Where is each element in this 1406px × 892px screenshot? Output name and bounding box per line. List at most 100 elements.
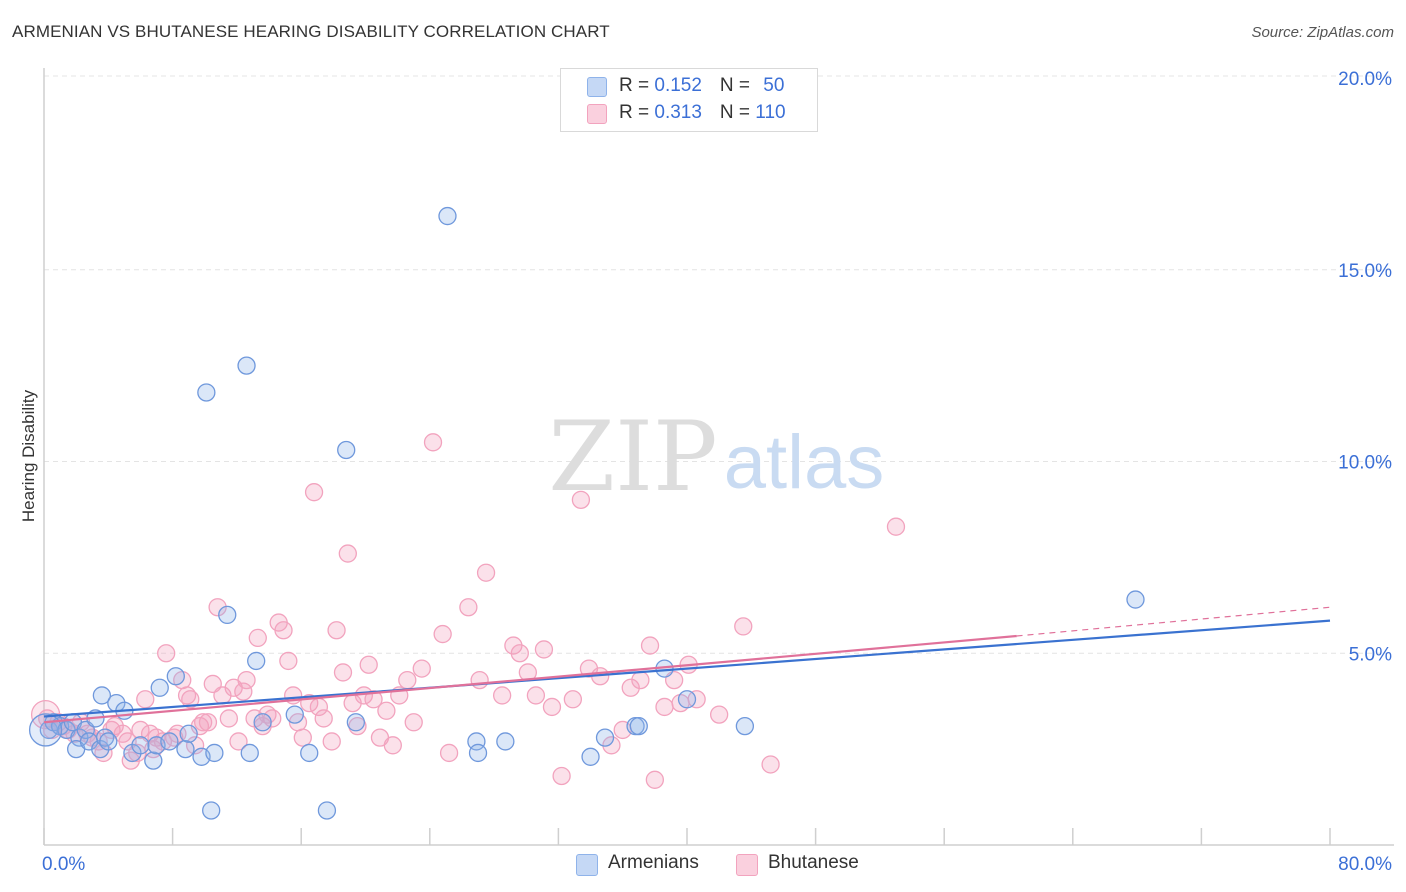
- data-point-bhutanese: [185, 736, 205, 755]
- data-point-bhutanese: [439, 743, 459, 763]
- data-point-armenians: [346, 713, 366, 732]
- bottom-legend-swatch-armenians: [576, 854, 598, 876]
- data-point-armenians: [197, 383, 216, 402]
- data-point-armenians: [629, 716, 648, 736]
- data-point-armenians: [467, 732, 486, 751]
- bottom-legend-swatch-bhutanese: [736, 854, 758, 876]
- legend-r-value-bhutanese: 0.313: [654, 102, 702, 123]
- data-point-armenians: [205, 743, 224, 763]
- data-point-bhutanese: [131, 720, 150, 740]
- data-point-bhutanese: [423, 433, 443, 452]
- legend-n-value-bhutanese: 110: [755, 102, 786, 123]
- data-point-armenians: [179, 724, 198, 743]
- trend-line-armenians: [43, 619, 1331, 718]
- data-point-armenians: [240, 743, 259, 763]
- series-bhutanese-points: [30, 433, 906, 789]
- data-point-bhutanese: [208, 598, 227, 617]
- legend-n-label: N =: [719, 102, 756, 123]
- y-tick-label: 10.0%: [1338, 453, 1392, 474]
- y-tick-label: 20.0%: [1338, 69, 1392, 90]
- data-point-armenians: [150, 678, 169, 697]
- data-point-bhutanese: [359, 655, 378, 674]
- data-point-bhutanese: [229, 732, 248, 751]
- data-point-bhutanese: [640, 636, 660, 655]
- data-point-bhutanese: [542, 697, 562, 717]
- data-point-bhutanese: [219, 709, 239, 728]
- data-point-bhutanese: [552, 766, 571, 786]
- legend-r-label: R =: [619, 102, 655, 123]
- data-point-armenians: [160, 732, 179, 751]
- data-point-armenians: [735, 716, 755, 736]
- data-point-bhutanese: [364, 690, 383, 709]
- y-tick-label: 15.0%: [1338, 261, 1392, 282]
- data-point-armenians: [677, 690, 697, 709]
- data-point-bhutanese: [645, 770, 664, 789]
- y-axis-label: Hearing Disability: [19, 389, 38, 522]
- data-point-armenians: [337, 440, 356, 460]
- watermark-zip: ZIP: [548, 401, 717, 513]
- data-point-bhutanese: [492, 686, 512, 705]
- data-point-bhutanese: [377, 701, 396, 720]
- watermark: ZIP atlas: [548, 401, 884, 513]
- data-point-armenians: [176, 739, 195, 759]
- axes: [43, 68, 1394, 846]
- data-point-bhutanese: [237, 670, 256, 690]
- data-point-bhutanese: [293, 728, 312, 747]
- data-point-bhutanese: [631, 670, 650, 690]
- data-point-armenians: [144, 751, 163, 770]
- data-point-bhutanese: [136, 690, 155, 709]
- data-point-bhutanese: [314, 709, 333, 728]
- data-point-bhutanese: [234, 682, 253, 701]
- data-point-bhutanese: [338, 544, 357, 563]
- data-point-armenians: [247, 651, 266, 671]
- data-point-bhutanese: [274, 621, 293, 640]
- data-point-armenians: [468, 743, 488, 763]
- bottom-legend-label-armenians: Armenians: [608, 852, 699, 873]
- legend-swatch-bhutanese: [587, 104, 607, 124]
- data-point-bhutanese: [322, 732, 341, 751]
- legend-r-value-armenians: 0.152: [654, 75, 702, 96]
- data-point-armenians: [438, 206, 457, 226]
- data-point-bhutanese: [761, 755, 780, 774]
- data-point-bhutanese: [526, 686, 546, 705]
- data-point-bhutanese: [433, 624, 452, 644]
- data-point-bhutanese: [181, 690, 200, 709]
- x-tick-label: 0.0%: [42, 854, 85, 875]
- data-point-armenians: [92, 686, 112, 705]
- data-point-armenians: [237, 356, 256, 375]
- data-point-bhutanese: [459, 598, 478, 617]
- data-point-bhutanese: [621, 678, 640, 697]
- data-point-bhutanese: [193, 713, 213, 732]
- data-point-bhutanese: [333, 663, 353, 682]
- data-point-armenians: [202, 801, 221, 820]
- data-point-bhutanese: [571, 490, 591, 510]
- trend-line-bhutanese: [43, 634, 1017, 724]
- data-point-bhutanese: [710, 705, 729, 724]
- data-point-armenians: [1126, 590, 1145, 609]
- chart-title: ARMENIAN VS BHUTANESE HEARING DISABILITY…: [12, 22, 610, 41]
- data-point-bhutanese: [398, 670, 417, 690]
- data-point-bhutanese: [534, 640, 554, 659]
- data-point-bhutanese: [279, 651, 298, 671]
- data-point-bhutanese: [404, 713, 423, 732]
- bottom-legend-label-bhutanese: Bhutanese: [768, 852, 859, 873]
- x-tick-label: 80.0%: [1338, 854, 1392, 875]
- data-point-armenians: [166, 667, 185, 686]
- data-point-armenians: [496, 732, 515, 751]
- data-point-armenians: [317, 801, 337, 820]
- data-point-bhutanese: [263, 709, 282, 728]
- data-point-bhutanese: [157, 644, 176, 663]
- x-tick-labels: 0.0% 80.0%: [42, 854, 1392, 875]
- data-point-bhutanese: [734, 617, 753, 636]
- data-point-bhutanese: [510, 644, 529, 663]
- data-point-bhutanese: [886, 517, 906, 536]
- legend-swatch-armenians: [587, 77, 607, 97]
- data-point-bhutanese: [655, 697, 674, 717]
- data-point-armenians: [253, 713, 272, 732]
- data-point-armenians: [218, 605, 237, 625]
- trend-line-bhutanese-extension: [1016, 606, 1331, 637]
- data-point-armenians: [285, 705, 304, 724]
- data-point-bhutanese: [687, 690, 706, 709]
- data-point-armenians: [99, 732, 118, 751]
